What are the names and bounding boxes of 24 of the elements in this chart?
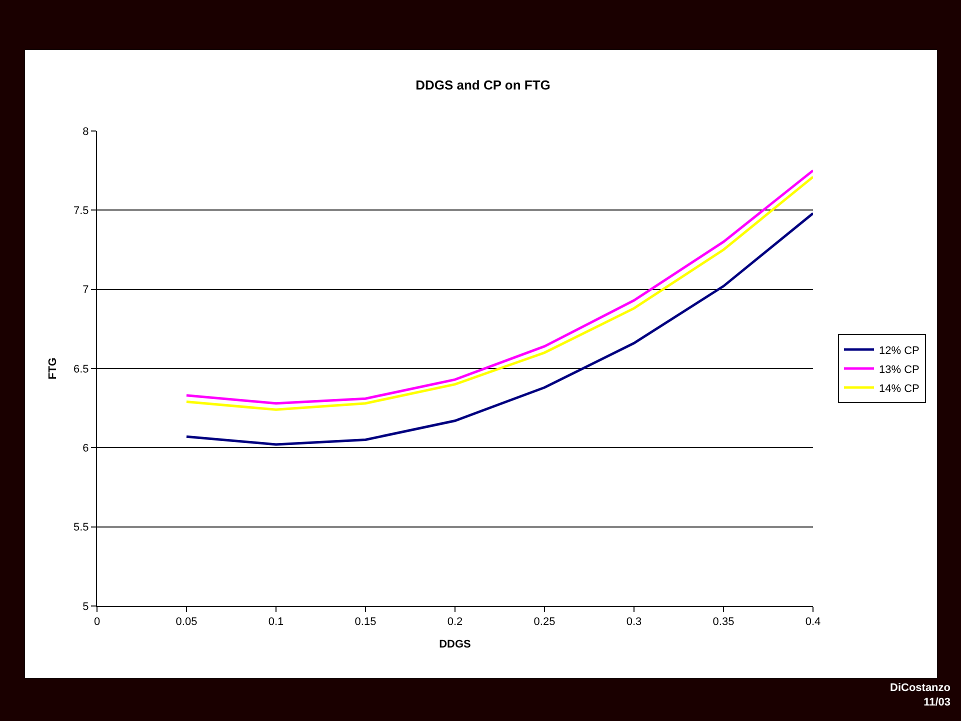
y-tick-label: 5.5 <box>74 522 89 534</box>
y-tick-label: 5 <box>82 600 89 613</box>
legend-label: 12% CP <box>879 344 920 357</box>
y-tick-label: 7 <box>82 284 89 296</box>
y-tick-label: 6.5 <box>74 363 89 376</box>
x-tick-label: 0.25 <box>534 616 556 628</box>
x-tick-label: 0.3 <box>626 616 642 628</box>
x-tick-label: 0.1 <box>268 616 284 628</box>
y-tick-label: 8 <box>82 126 89 138</box>
line-series <box>185 212 813 446</box>
y-tick-label: 7.5 <box>74 205 89 218</box>
x-tick-label: 0 <box>94 616 100 628</box>
legend-label: 13% CP <box>879 364 920 376</box>
y-tick-label: 6 <box>82 442 89 455</box>
legend-label: 14% CP <box>879 382 920 395</box>
x-tick-label: 0.05 <box>176 616 198 628</box>
x-tick-label: 0.2 <box>447 616 463 628</box>
x-axis-title: DDGS <box>439 638 471 650</box>
text: DiCostanzo 11/03 <box>890 682 951 708</box>
x-tick-label: 0.4 <box>805 616 821 628</box>
chart-title: DDGS and CP on FTG <box>416 78 550 93</box>
x-tick-label: 0.35 <box>712 616 734 628</box>
x-tick-label: 0.15 <box>354 616 376 628</box>
y-axis-title: FTG <box>47 358 60 380</box>
